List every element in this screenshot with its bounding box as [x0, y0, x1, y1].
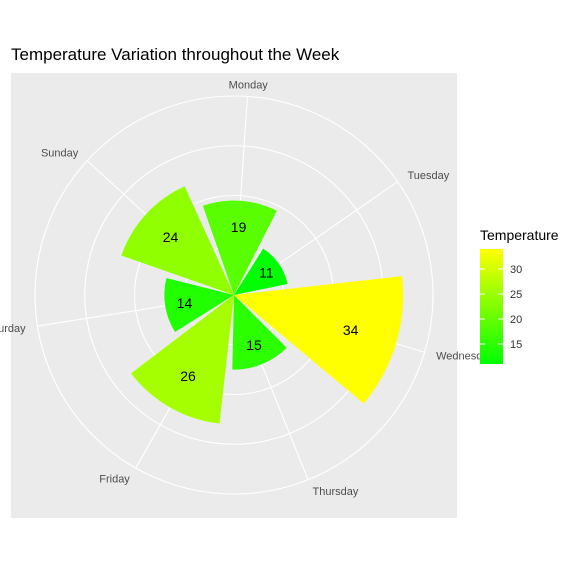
axis-label-wednesday: Wednesday	[436, 351, 494, 363]
legend-tick-label: 25	[510, 289, 522, 301]
grid-circle	[34, 95, 434, 495]
axis-labels: Sunday Monday Tuesday Wednesday Thursday Frid…	[0, 79, 494, 497]
bar-saturday	[164, 277, 234, 333]
axis-label-tuesday: Tuesday	[407, 170, 449, 182]
bars	[121, 186, 404, 424]
bar-thursday	[232, 295, 287, 370]
legend-tick-label: 20	[510, 314, 522, 326]
data-label-sunday: 24	[163, 229, 179, 245]
data-label-monday: 19	[231, 219, 247, 235]
legend-tick-label: 30	[510, 264, 522, 276]
axis-label-sunday: Sunday	[41, 148, 79, 160]
axis-label-friday: Friday	[99, 473, 130, 485]
bar-sunday	[121, 186, 234, 295]
data-label-wednesday: 34	[343, 322, 359, 338]
legend-tick-label: 15	[510, 339, 522, 351]
data-label-thursday: 15	[246, 337, 262, 353]
bar-labels: 24 19 11 34 15 26 14	[163, 219, 359, 384]
bar-monday	[202, 200, 277, 295]
bar-friday	[131, 295, 234, 424]
legend-colorbar	[480, 249, 503, 364]
axis-label-monday: Monday	[229, 79, 269, 91]
chart-title: Temperature Variation throughout the Wee…	[11, 45, 340, 64]
legend: Temperature 15 20 25 30	[480, 227, 559, 364]
legend-title: Temperature	[480, 227, 559, 243]
axis-label-thursday: Thursday	[312, 486, 358, 498]
axis-label-saturday: Saturday	[0, 323, 26, 335]
data-label-friday: 26	[180, 368, 196, 384]
bar-tuesday	[234, 248, 288, 295]
bar-wednesday	[234, 276, 404, 404]
data-label-tuesday: 11	[259, 265, 274, 281]
data-label-saturday: 14	[177, 295, 193, 311]
